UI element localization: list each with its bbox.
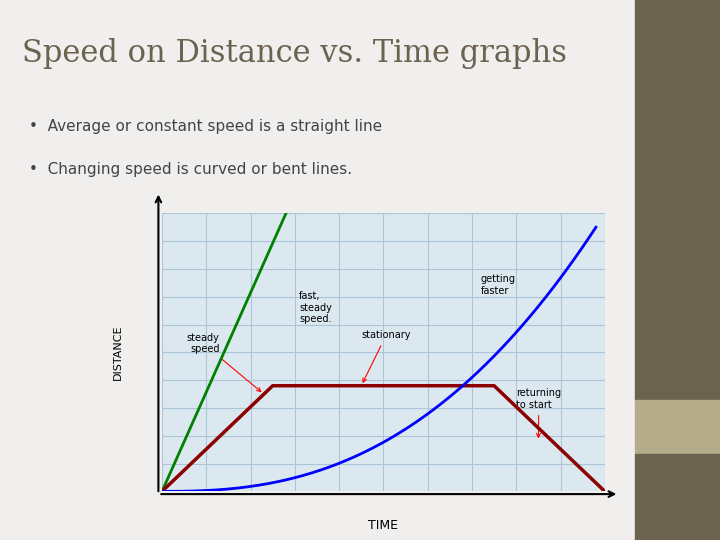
Text: TIME: TIME <box>369 519 398 532</box>
Bar <box>635 400 720 454</box>
Bar <box>635 0 720 400</box>
Text: stationary: stationary <box>361 330 410 382</box>
Bar <box>635 454 720 540</box>
Text: Speed on Distance vs. Time graphs: Speed on Distance vs. Time graphs <box>22 38 567 69</box>
Text: returning
to start: returning to start <box>516 388 562 437</box>
Text: fast,
steady
speed.: fast, steady speed. <box>300 291 332 325</box>
Text: •  Changing speed is curved or bent lines.: • Changing speed is curved or bent lines… <box>29 162 352 177</box>
Text: DISTANCE: DISTANCE <box>113 325 122 380</box>
Text: getting
faster: getting faster <box>481 274 516 296</box>
Text: •  Average or constant speed is a straight line: • Average or constant speed is a straigh… <box>29 119 382 134</box>
Text: steady
speed: steady speed <box>186 333 261 392</box>
